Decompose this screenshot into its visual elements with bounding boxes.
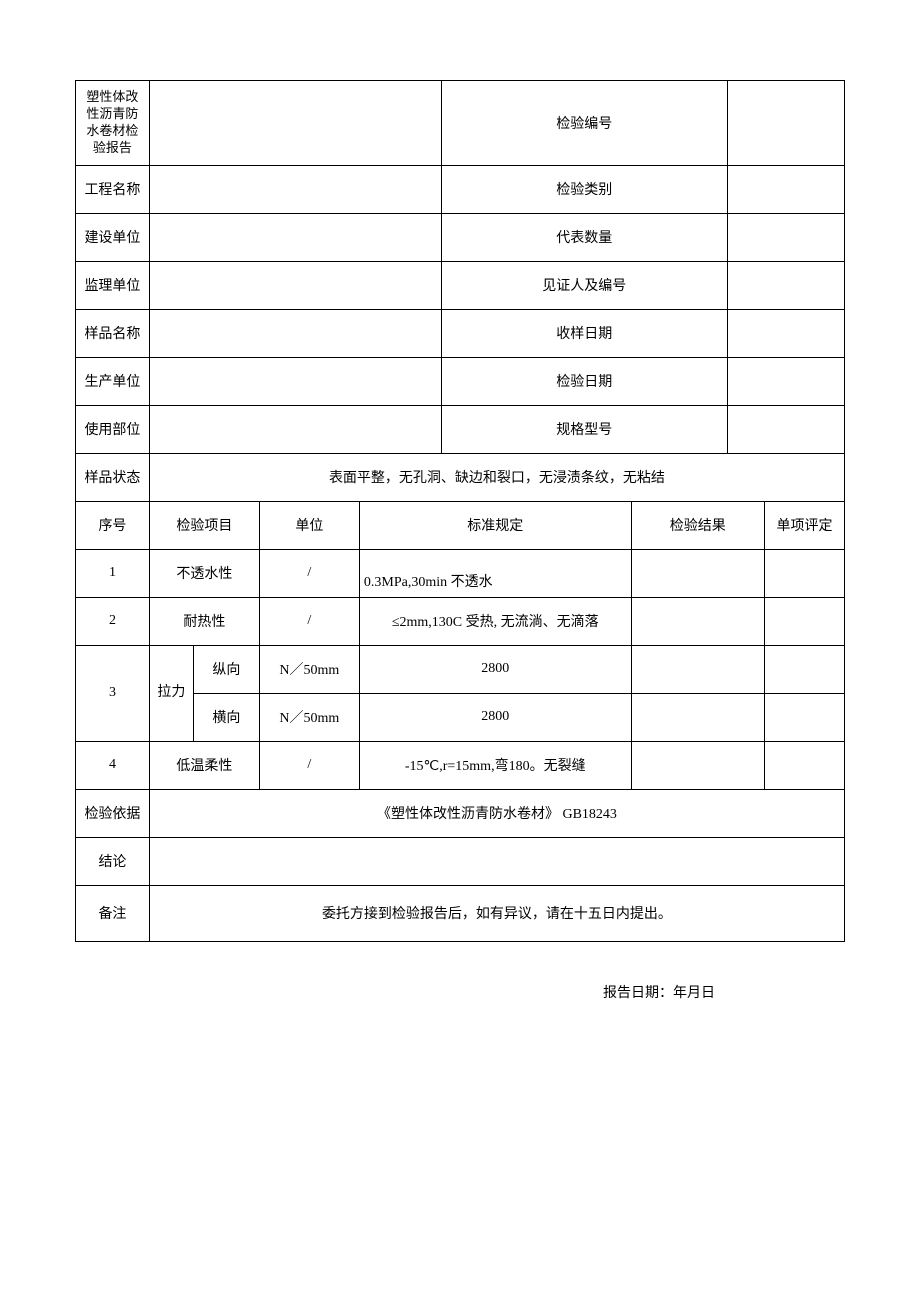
result-3a xyxy=(631,645,764,693)
item-row-1: 1 不透水性 / 0.3MPa,30min 不透水 xyxy=(76,549,845,597)
title-value xyxy=(149,81,441,166)
eval-3b xyxy=(765,693,845,741)
col-standard: 标准规定 xyxy=(359,501,631,549)
label-recv-date: 收样日期 xyxy=(441,309,727,357)
item-3-sub1: 纵向 xyxy=(193,645,259,693)
header-label-insp-no: 检验编号 xyxy=(441,81,727,166)
report-date: 报告日期：年月日 xyxy=(75,982,845,1002)
label-conclusion: 结论 xyxy=(76,837,150,885)
header-value-insp-no xyxy=(727,81,844,166)
item-2: 耐热性 xyxy=(149,597,259,645)
value-basis: 《塑性体改性沥青防水卷材》 GB18243 xyxy=(149,789,844,837)
item-4: 低温柔性 xyxy=(149,741,259,789)
label-usage: 使用部位 xyxy=(76,405,150,453)
column-header-row: 序号 检验项目 单位 标准规定 检验结果 单项评定 xyxy=(76,501,845,549)
item-row-4: 4 低温柔性 / -15℃,r=15mm,弯180。无裂缝 xyxy=(76,741,845,789)
header-row-producer: 生产单位 检验日期 xyxy=(76,357,845,405)
value-usage xyxy=(149,405,441,453)
header-row-project: 工程名称 检验类别 xyxy=(76,165,845,213)
report-title: 塑性体改性沥青防水卷材检验报告 xyxy=(76,81,150,166)
standard-2: ≤2mm,130C 受热, 无流淌、无滴落 xyxy=(359,597,631,645)
item-row-2: 2 耐热性 / ≤2mm,130C 受热, 无流淌、无滴落 xyxy=(76,597,845,645)
col-eval: 单项评定 xyxy=(765,501,845,549)
eval-2 xyxy=(765,597,845,645)
value-project xyxy=(149,165,441,213)
label-basis: 检验依据 xyxy=(76,789,150,837)
unit-3b: N／50mm xyxy=(259,693,359,741)
header-row-builder: 建设单位 代表数量 xyxy=(76,213,845,261)
eval-3a xyxy=(765,645,845,693)
item-3-main: 拉力 xyxy=(149,645,193,741)
item-1: 不透水性 xyxy=(149,549,259,597)
item-3-sub2: 横向 xyxy=(193,693,259,741)
unit-2: / xyxy=(259,597,359,645)
standard-4: -15℃,r=15mm,弯180。无裂缝 xyxy=(359,741,631,789)
label-supervisor: 监理单位 xyxy=(76,261,150,309)
seq-2: 2 xyxy=(76,597,150,645)
col-seq: 序号 xyxy=(76,501,150,549)
value-builder xyxy=(149,213,441,261)
label-producer: 生产单位 xyxy=(76,357,150,405)
row-basis: 检验依据 《塑性体改性沥青防水卷材》 GB18243 xyxy=(76,789,845,837)
value-state: 表面平整，无孔洞、缺边和裂口，无浸渍条纹，无粘结 xyxy=(149,453,844,501)
label-sample: 样品名称 xyxy=(76,309,150,357)
item-row-3a: 3 拉力 纵向 N／50mm 2800 xyxy=(76,645,845,693)
unit-4: / xyxy=(259,741,359,789)
value-supervisor xyxy=(149,261,441,309)
col-result: 检验结果 xyxy=(631,501,764,549)
label-remark: 备注 xyxy=(76,885,150,941)
result-1 xyxy=(631,549,764,597)
unit-3a: N／50mm xyxy=(259,645,359,693)
value-witness xyxy=(727,261,844,309)
standard-1: 0.3MPa,30min 不透水 xyxy=(359,549,631,597)
value-recv-date xyxy=(727,309,844,357)
label-state: 样品状态 xyxy=(76,453,150,501)
value-insp-date xyxy=(727,357,844,405)
label-insp-type: 检验类别 xyxy=(441,165,727,213)
result-3b xyxy=(631,693,764,741)
inspection-report-table: 塑性体改性沥青防水卷材检验报告 检验编号 工程名称 检验类别 建设单位 代表数量… xyxy=(75,80,845,942)
unit-1: / xyxy=(259,549,359,597)
col-unit: 单位 xyxy=(259,501,359,549)
label-insp-date: 检验日期 xyxy=(441,357,727,405)
value-producer xyxy=(149,357,441,405)
header-row-usage: 使用部位 规格型号 xyxy=(76,405,845,453)
standard-3a: 2800 xyxy=(359,645,631,693)
header-row-supervisor: 监理单位 见证人及编号 xyxy=(76,261,845,309)
label-spec: 规格型号 xyxy=(441,405,727,453)
value-remark: 委托方接到检验报告后，如有异议，请在十五日内提出。 xyxy=(149,885,844,941)
label-qty: 代表数量 xyxy=(441,213,727,261)
eval-1 xyxy=(765,549,845,597)
value-sample xyxy=(149,309,441,357)
value-qty xyxy=(727,213,844,261)
standard-3b: 2800 xyxy=(359,693,631,741)
eval-4 xyxy=(765,741,845,789)
result-4 xyxy=(631,741,764,789)
header-row-sample: 样品名称 收样日期 xyxy=(76,309,845,357)
seq-1: 1 xyxy=(76,549,150,597)
value-insp-type xyxy=(727,165,844,213)
header-row-state: 样品状态 表面平整，无孔洞、缺边和裂口，无浸渍条纹，无粘结 xyxy=(76,453,845,501)
row-remark: 备注 委托方接到检验报告后，如有异议，请在十五日内提出。 xyxy=(76,885,845,941)
value-spec xyxy=(727,405,844,453)
col-item: 检验项目 xyxy=(149,501,259,549)
label-builder: 建设单位 xyxy=(76,213,150,261)
result-2 xyxy=(631,597,764,645)
label-witness: 见证人及编号 xyxy=(441,261,727,309)
label-project: 工程名称 xyxy=(76,165,150,213)
seq-4: 4 xyxy=(76,741,150,789)
row-conclusion: 结论 xyxy=(76,837,845,885)
header-row-title: 塑性体改性沥青防水卷材检验报告 检验编号 xyxy=(76,81,845,166)
value-conclusion xyxy=(149,837,844,885)
seq-3: 3 xyxy=(76,645,150,741)
